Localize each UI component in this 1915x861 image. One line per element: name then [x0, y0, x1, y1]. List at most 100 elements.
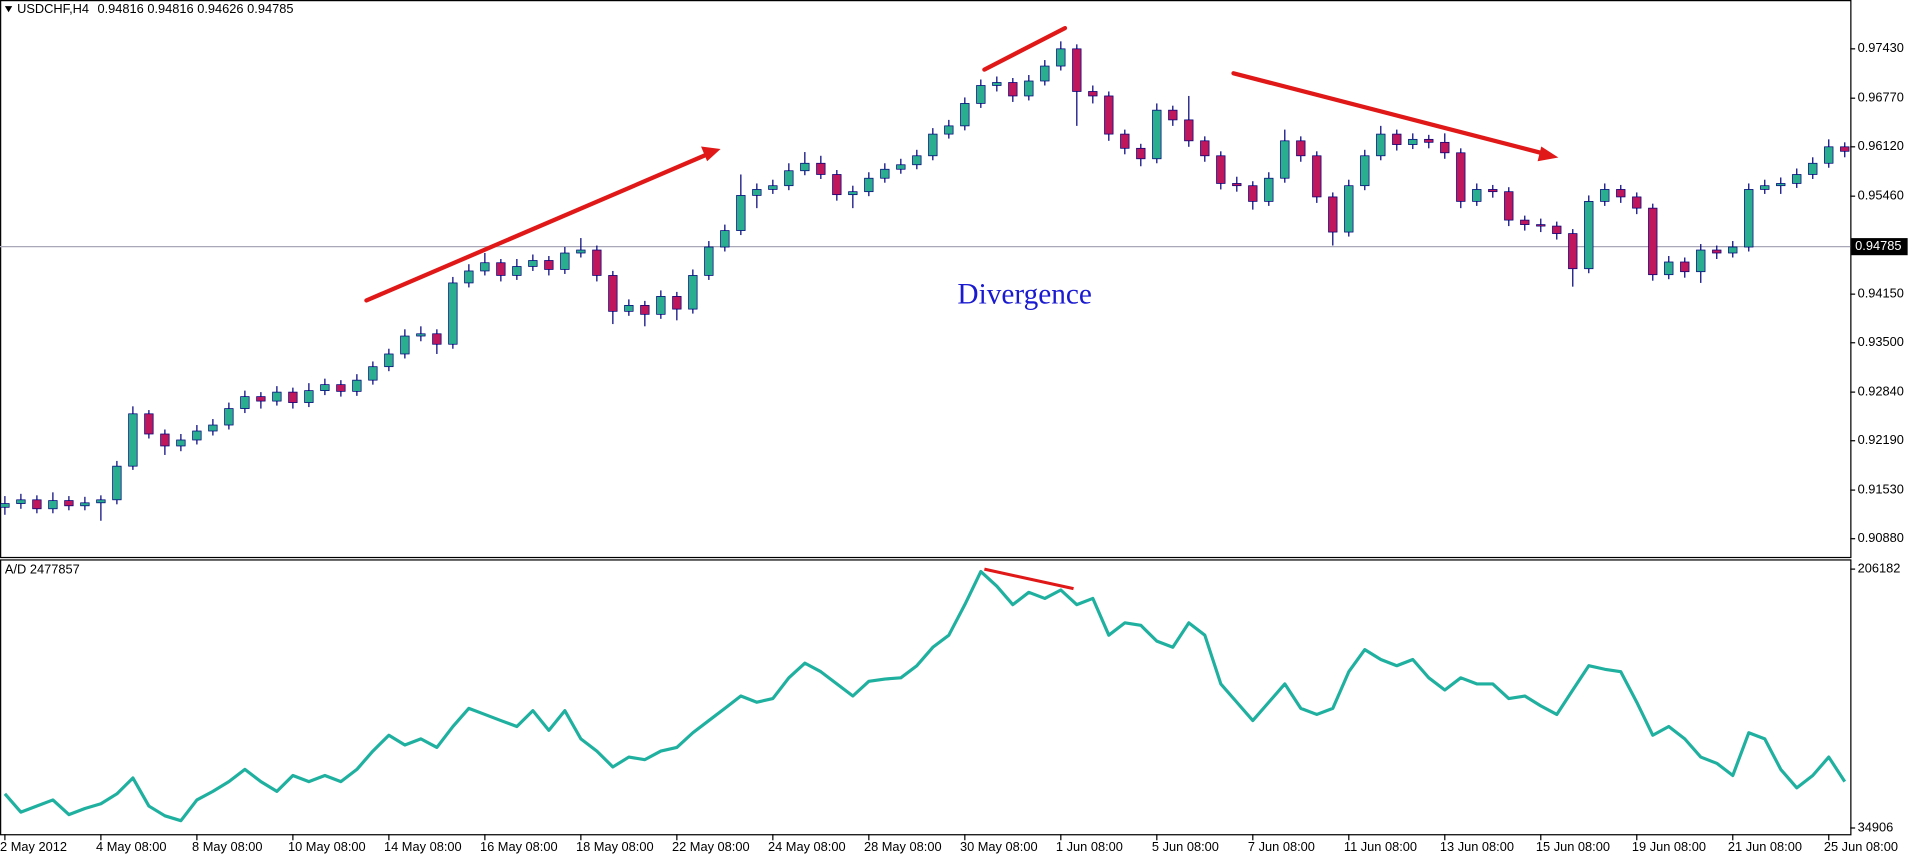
candle-body — [1664, 261, 1674, 276]
x-tick-label: 15 Jun 08:00 — [1536, 839, 1610, 854]
x-tick-label: 2 May 2012 — [0, 839, 67, 854]
candle-body — [304, 390, 314, 403]
candle-body — [368, 366, 378, 381]
candle-body — [928, 133, 938, 157]
candle-body — [1744, 189, 1754, 248]
candle-body — [80, 502, 90, 507]
candle-body — [416, 333, 426, 337]
candle-body — [896, 164, 906, 170]
candle-body — [496, 262, 506, 276]
x-tick-label: 19 Jun 08:00 — [1632, 839, 1706, 854]
candle-body — [1280, 140, 1290, 179]
y-tick-label: 0.94150 — [1858, 286, 1904, 301]
candle-body — [1840, 146, 1850, 152]
ad-line — [3, 569, 1847, 823]
candle-body — [1104, 95, 1114, 135]
price-header: USDCHF,H4 0.94816 0.94816 0.94626 0.9478… — [17, 1, 293, 16]
candle-body — [1712, 249, 1722, 254]
symbol: USDCHF,H4 — [17, 1, 89, 16]
indicator-pane — [0, 559, 1852, 836]
quote-open: 0.94816 — [97, 1, 143, 16]
y-tick-label: 0.96120 — [1858, 138, 1904, 153]
candle-body — [1232, 183, 1242, 187]
last-price-box — [1851, 238, 1908, 256]
x-tick-label: 25 Jun 08:00 — [1824, 839, 1898, 854]
x-tick-label: 18 May 08:00 — [576, 839, 654, 854]
candle-body — [1120, 133, 1130, 149]
x-tick-label: 7 Jun 08:00 — [1248, 839, 1315, 854]
x-tick-label: 1 Jun 08:00 — [1056, 839, 1123, 854]
candle-body — [1344, 185, 1354, 233]
candle-body — [1616, 189, 1626, 198]
candle-body — [48, 500, 58, 510]
candle-body — [1056, 48, 1066, 67]
candle-body — [992, 82, 1002, 86]
quote-close: 0.94785 — [247, 1, 293, 16]
x-tick-label: 21 Jun 08:00 — [1728, 839, 1802, 854]
candle-body — [1504, 191, 1514, 221]
candle-body — [160, 433, 170, 447]
x-tick-label: 11 Jun 08:00 — [1344, 839, 1417, 854]
y-tick-label: 0.91530 — [1858, 481, 1904, 496]
candle-body — [592, 249, 602, 276]
candle-body — [912, 155, 922, 166]
candle-body — [1568, 233, 1578, 270]
x-tick-label: 24 May 08:00 — [768, 839, 846, 854]
candle-body — [288, 391, 298, 403]
candle-body — [1792, 174, 1802, 184]
candle-body — [448, 282, 458, 345]
y-tick-label: 206182 — [1858, 561, 1901, 576]
candle-body — [336, 384, 346, 392]
candle-body — [1760, 185, 1770, 190]
quote-high: 0.94816 — [147, 1, 193, 16]
candle-body — [528, 260, 538, 267]
candle-body — [144, 413, 154, 435]
arrow-head — [1537, 146, 1559, 162]
candle-body — [0, 503, 10, 508]
candle-body — [1216, 155, 1226, 184]
candle-body — [1152, 109, 1162, 160]
arrow-head — [701, 146, 721, 162]
candle-body — [1552, 225, 1562, 234]
candle-body — [1584, 201, 1594, 270]
candle-body — [640, 304, 650, 315]
candle-body — [1184, 119, 1194, 142]
candle-body — [432, 333, 442, 345]
trend-line — [1231, 71, 1548, 157]
candle-body — [1360, 155, 1370, 187]
candle-body — [1696, 249, 1706, 273]
last-price-label: 0.94785 — [1855, 238, 1901, 253]
candle-body — [96, 499, 106, 504]
candle-body — [816, 162, 826, 175]
drawings — [364, 25, 1559, 591]
candle-body — [1200, 140, 1210, 157]
trend-line — [984, 567, 1074, 591]
candle-body — [1408, 138, 1418, 145]
price-pane — [0, 0, 1852, 559]
candle-body — [848, 191, 858, 196]
candle-body — [752, 189, 762, 196]
candle-body — [880, 168, 890, 179]
candle-body — [192, 430, 202, 441]
candle-body — [400, 335, 410, 355]
candle-body — [208, 424, 218, 432]
candle-body — [1264, 177, 1274, 202]
indicator-title: A/D — [5, 562, 26, 577]
y-tick-label: 0.92840 — [1858, 384, 1904, 399]
candle-body — [1040, 65, 1050, 82]
candle-body — [1824, 146, 1834, 164]
candle-body — [464, 270, 474, 284]
candle-body — [32, 499, 42, 510]
candle-body — [1776, 183, 1786, 187]
candle-body — [544, 260, 554, 270]
candle-body — [1072, 48, 1082, 92]
candle-body — [256, 396, 266, 402]
candle-body — [1680, 261, 1690, 273]
candle-body — [320, 384, 330, 391]
x-tick-label: 8 May 08:00 — [192, 839, 263, 854]
candle-body — [1456, 152, 1466, 202]
candle-body — [608, 275, 618, 312]
x-tick-label: 30 May 08:00 — [960, 839, 1038, 854]
candle-body — [384, 353, 394, 368]
